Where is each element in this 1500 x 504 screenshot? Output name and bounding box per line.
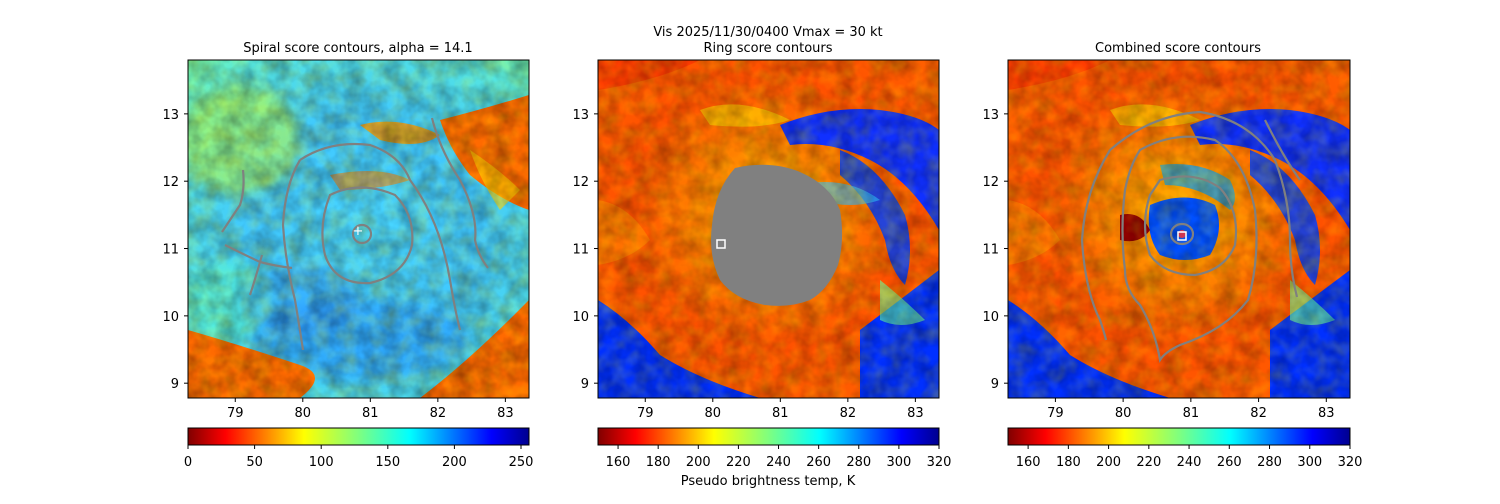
x-tick-label: 79: [227, 406, 244, 421]
y-tick-label: 12: [982, 175, 999, 190]
colorbar-tick-label: 260: [806, 455, 831, 470]
panel-combined-axes: 79 80 81 82 83 9 10 11 12 13: [982, 108, 1334, 421]
y-tick-label: 13: [982, 108, 999, 123]
colorbar-tick-label: 320: [1338, 455, 1363, 470]
colorbar-combined-ticks: 160 180 200 220 240 260 280 300 320: [1016, 445, 1363, 470]
y-tick-label: 10: [572, 310, 589, 325]
panel-spiral-heatmap: +: [188, 60, 529, 398]
panel-spiral-contours: [221, 117, 489, 351]
panel-ring: Ring score contours 79 80 81 82 83910111213 …: [572, 41, 951, 489]
colorbar-tick-label: 220: [1136, 455, 1161, 470]
panel-spiral-axes: 79 80 81 82 83 9 10 11 12 13: [162, 108, 513, 421]
panel-combined-title: Combined score contours: [1095, 41, 1261, 56]
x-tick-label: 82: [1250, 406, 1267, 421]
colorbar-tick-label: 260: [1217, 455, 1242, 470]
y-tick-label: 9: [171, 377, 179, 392]
colorbar-tick-label: 280: [846, 455, 871, 470]
colorbar-ring: [597, 427, 940, 446]
x-tick-label: 80: [1115, 406, 1132, 421]
panel-combined-heatmap: [1008, 60, 1350, 398]
x-tick-label: 79: [637, 406, 654, 421]
colorbar-tick-label: 180: [1056, 455, 1081, 470]
colorbar-tick-label: 100: [309, 455, 334, 470]
colorbar-tick-label: 320: [927, 455, 952, 470]
x-tick-label: 82: [840, 406, 857, 421]
colorbar-tick-label: 150: [375, 455, 400, 470]
panel-spiral: Spiral score contours, alpha = 14.1: [162, 41, 533, 470]
panel-spiral-marker: +: [353, 224, 364, 239]
panel-combined-contours: [1080, 110, 1301, 364]
x-tick-label: 81: [1183, 406, 1200, 421]
colorbar-tick-label: 220: [726, 455, 751, 470]
colorbar-combined: [1007, 427, 1351, 446]
panel-spiral-title: Spiral score contours, alpha = 14.1: [243, 41, 472, 56]
colorbar-tick-label: 200: [442, 455, 467, 470]
y-tick-label: 12: [572, 175, 589, 190]
panel-combined-marker: [1177, 231, 1187, 241]
colorbar-tick-label: 50: [246, 455, 263, 470]
y-tick-label: 10: [982, 310, 999, 325]
x-tick-label: 80: [705, 406, 722, 421]
colorbar-tick-label: 200: [1096, 455, 1121, 470]
colorbar-tick-label: 300: [886, 455, 911, 470]
x-tick-label: 80: [295, 406, 312, 421]
y-tick-label: 9: [581, 377, 589, 392]
panel-ring-axes: 79 80 81 82 83 9 10 11 12 13: [572, 108, 923, 421]
y-tick-label: 11: [572, 243, 589, 258]
colorbar-tick-label: 250: [509, 455, 534, 470]
colorbar-tick-label: 200: [686, 455, 711, 470]
y-tick-label: 11: [982, 243, 999, 258]
x-tick-label: 81: [772, 406, 789, 421]
panel-combined: Combined score contours: [982, 41, 1362, 470]
y-tick-label: 11: [162, 243, 179, 258]
x-tick-label: 81: [362, 406, 379, 421]
panel-ring-masked-region: [711, 164, 843, 306]
colorbar-tick-label: 160: [1016, 455, 1041, 470]
colorbar-tick-label: 240: [766, 455, 791, 470]
y-tick-label: 13: [162, 108, 179, 123]
panel-ring-heatmap: [598, 60, 939, 398]
figure-suptitle: Vis 2025/11/30/0400 Vmax = 30 kt: [653, 25, 882, 40]
y-tick-label: 9: [991, 377, 999, 392]
colorbar-tick-label: 0: [184, 455, 192, 470]
colorbar-label: Pseudo brightness temp, K: [681, 474, 856, 489]
x-tick-label: 83: [907, 406, 924, 421]
colorbar-spiral-ticks: 0 50 100 150 200 250: [184, 445, 534, 470]
panel-ring-title: Ring score contours: [703, 41, 832, 56]
y-tick-label: 13: [572, 108, 589, 123]
panel-ring-marker: [716, 239, 726, 249]
x-tick-label: 79: [1047, 406, 1064, 421]
colorbar-tick-label: 160: [606, 455, 631, 470]
y-tick-label: 12: [162, 175, 179, 190]
colorbar-tick-label: 280: [1257, 455, 1282, 470]
x-tick-label: 83: [497, 406, 514, 421]
colorbar-ring-ticks: 160 180 200 220 240 260 280 300 320: [606, 445, 952, 470]
x-tick-label: 83: [1318, 406, 1335, 421]
colorbar-tick-label: 300: [1297, 455, 1322, 470]
colorbar-tick-label: 180: [646, 455, 671, 470]
colorbar-tick-label: 240: [1177, 455, 1202, 470]
colorbar-spiral: [187, 427, 530, 446]
x-tick-label: 82: [430, 406, 447, 421]
y-tick-label: 10: [162, 310, 179, 325]
